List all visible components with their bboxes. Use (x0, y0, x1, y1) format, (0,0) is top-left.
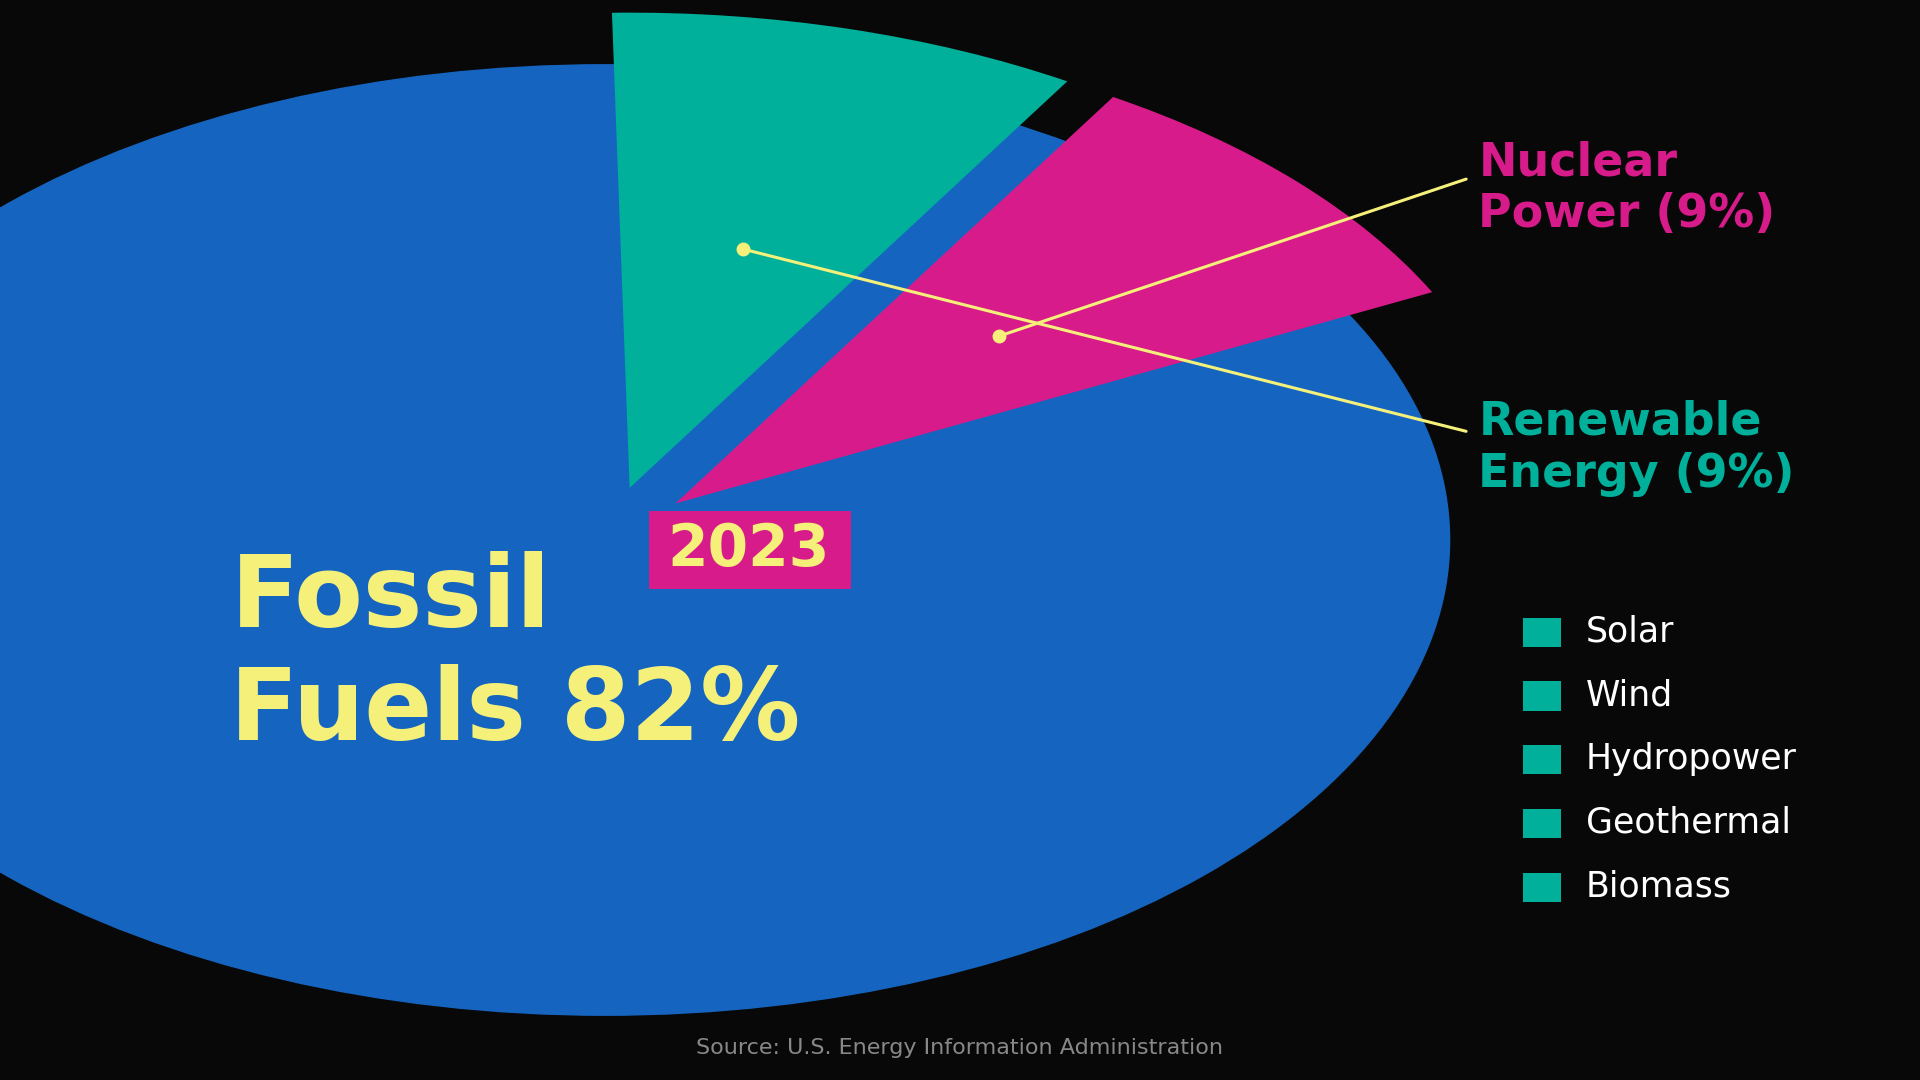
Text: Biomass: Biomass (1586, 869, 1732, 904)
Text: Hydropower: Hydropower (1586, 742, 1797, 777)
Circle shape (0, 65, 1450, 1015)
FancyBboxPatch shape (1523, 681, 1561, 711)
Text: Renewable
Energy (9%): Renewable Energy (9%) (1478, 400, 1795, 497)
FancyBboxPatch shape (1523, 618, 1561, 647)
FancyBboxPatch shape (1523, 873, 1561, 902)
Text: Fossil: Fossil (230, 551, 551, 648)
Text: Solar: Solar (1586, 615, 1674, 649)
Text: Fuels 82%: Fuels 82% (230, 664, 801, 761)
FancyBboxPatch shape (1523, 809, 1561, 838)
Wedge shape (676, 97, 1432, 503)
Text: Nuclear
Power (9%): Nuclear Power (9%) (1478, 140, 1776, 238)
Text: Geothermal: Geothermal (1586, 806, 1791, 840)
Text: Source: U.S. Energy Information Administration: Source: U.S. Energy Information Administ… (697, 1038, 1223, 1057)
Text: 2023: 2023 (668, 522, 829, 578)
Text: Wind: Wind (1586, 678, 1672, 713)
Wedge shape (612, 13, 1068, 488)
FancyBboxPatch shape (649, 511, 851, 589)
FancyBboxPatch shape (1523, 745, 1561, 774)
